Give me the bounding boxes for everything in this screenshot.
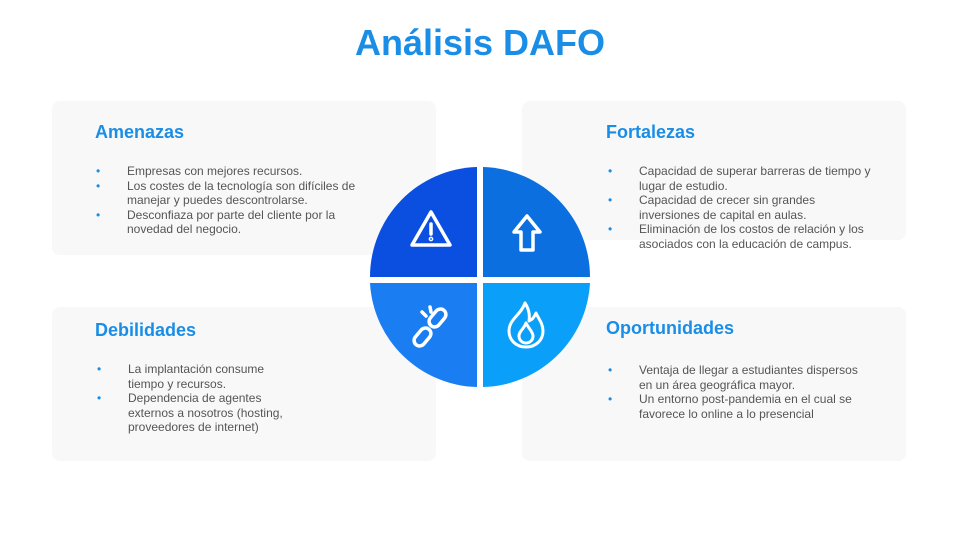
amenazas-item: Empresas con mejores recursos. [96, 164, 366, 179]
oportunidades-title: Oportunidades [606, 318, 735, 338]
amenazas-title: Amenazas [95, 122, 185, 142]
fortalezas-title: Fortalezas [606, 122, 696, 142]
fortalezas-item: Capacidad de superar barreras de tiempo … [608, 164, 878, 193]
debilidades-item: La implantación consume tiempo y recurso… [97, 362, 297, 391]
quadrant-oportunidades [483, 283, 590, 387]
amenazas-item: Los costes de la tecnología son difícile… [96, 179, 366, 208]
quadrant-debilidades [370, 283, 477, 387]
warning-triangle-icon [410, 210, 452, 247]
page-title: Análisis DAFO [354, 22, 606, 63]
fortalezas-item: Capacidad de crecer sin grandes inversio… [608, 193, 878, 222]
debilidades-title: Debilidades [95, 320, 197, 340]
fortalezas-item: Eliminación de los costos de relación y … [608, 222, 878, 251]
amenazas-item: Desconfiaza por parte del cliente por la… [96, 208, 366, 237]
fortalezas-list: Capacidad de superar barreras de tiempo … [608, 164, 878, 251]
arrow-up-icon [512, 214, 542, 252]
debilidades-list: La implantación consume tiempo y recurso… [97, 362, 297, 435]
amenazas-list: Empresas con mejores recursos. Los coste… [96, 164, 366, 237]
debilidades-item: Dependencia de agentes externos a nosotr… [97, 391, 297, 435]
swot-circle [370, 167, 590, 387]
quadrant-fortalezas [483, 167, 590, 277]
oportunidades-item: Un entorno post-pandemia en el cual se f… [608, 392, 868, 421]
oportunidades-item: Ventaja de llegar a estudiantes disperso… [608, 363, 868, 392]
broken-link-icon [412, 305, 448, 348]
flame-icon [507, 301, 545, 349]
oportunidades-list: Ventaja de llegar a estudiantes disperso… [608, 363, 868, 421]
